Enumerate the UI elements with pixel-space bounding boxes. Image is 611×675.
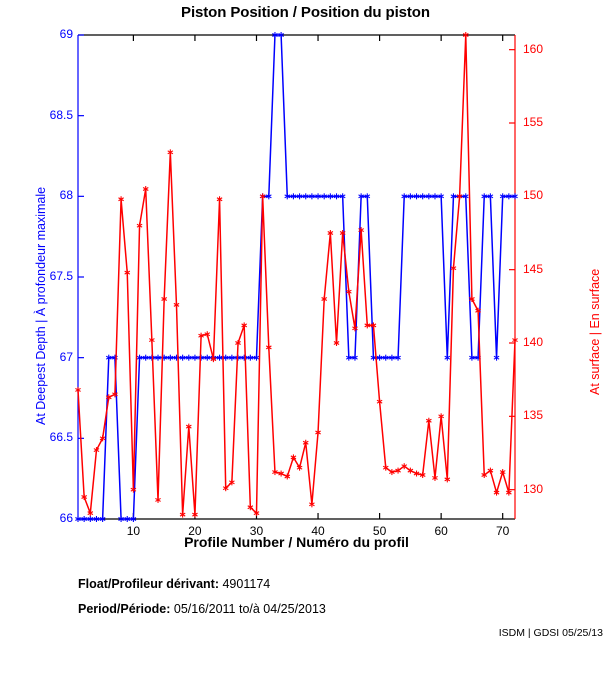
- tick-label: 70: [496, 524, 510, 538]
- tick-label: 20: [188, 524, 202, 538]
- tick-label: 150: [523, 188, 544, 203]
- float-caption: Float/Profileur dérivant: 4901174: [78, 577, 270, 591]
- tick-label: 130: [523, 481, 544, 496]
- tick-label: 60: [434, 524, 448, 538]
- left-axis-label: At Deepest Depth | À profondeur maximale: [34, 186, 48, 425]
- tick-label: 145: [523, 261, 544, 276]
- tick-label: 68.5: [49, 107, 73, 122]
- tick-label: 40: [311, 524, 325, 538]
- float-caption-value: 4901174: [222, 577, 271, 591]
- float-caption-label: Float/Profileur dérivant:: [78, 577, 219, 591]
- chart-title: Piston Position / Position du piston: [181, 4, 430, 21]
- period-caption: Period/Période: 05/16/2011 to/à 04/25/20…: [78, 602, 326, 616]
- tick-label: 30: [249, 524, 264, 538]
- footer-credit: ISDM | GDSI 05/25/13: [498, 627, 603, 639]
- x-axis-label: Profile Number / Numéro du profil: [184, 534, 409, 550]
- tick-label: 67: [59, 349, 73, 364]
- series-right: [75, 32, 518, 518]
- tick-label: 160: [523, 41, 544, 56]
- tick-label: 135: [523, 408, 544, 423]
- tick-label: 66: [59, 511, 73, 525]
- tick-label: 67.5: [49, 269, 73, 283]
- right-axis-label: At surface | En surface: [588, 268, 602, 395]
- tick-label: 69: [59, 27, 73, 41]
- period-caption-label: Period/Période:: [78, 602, 171, 616]
- tick-label: 155: [523, 115, 544, 129]
- tick-label: 50: [372, 524, 387, 538]
- tick-label: 140: [523, 335, 544, 349]
- tick-label: 68: [59, 188, 73, 203]
- tick-label: 66.5: [49, 430, 73, 445]
- series-left: [75, 32, 518, 522]
- tick-label: 10: [126, 524, 141, 538]
- period-caption-value: 05/16/2011 to/à 04/25/2013: [173, 602, 326, 616]
